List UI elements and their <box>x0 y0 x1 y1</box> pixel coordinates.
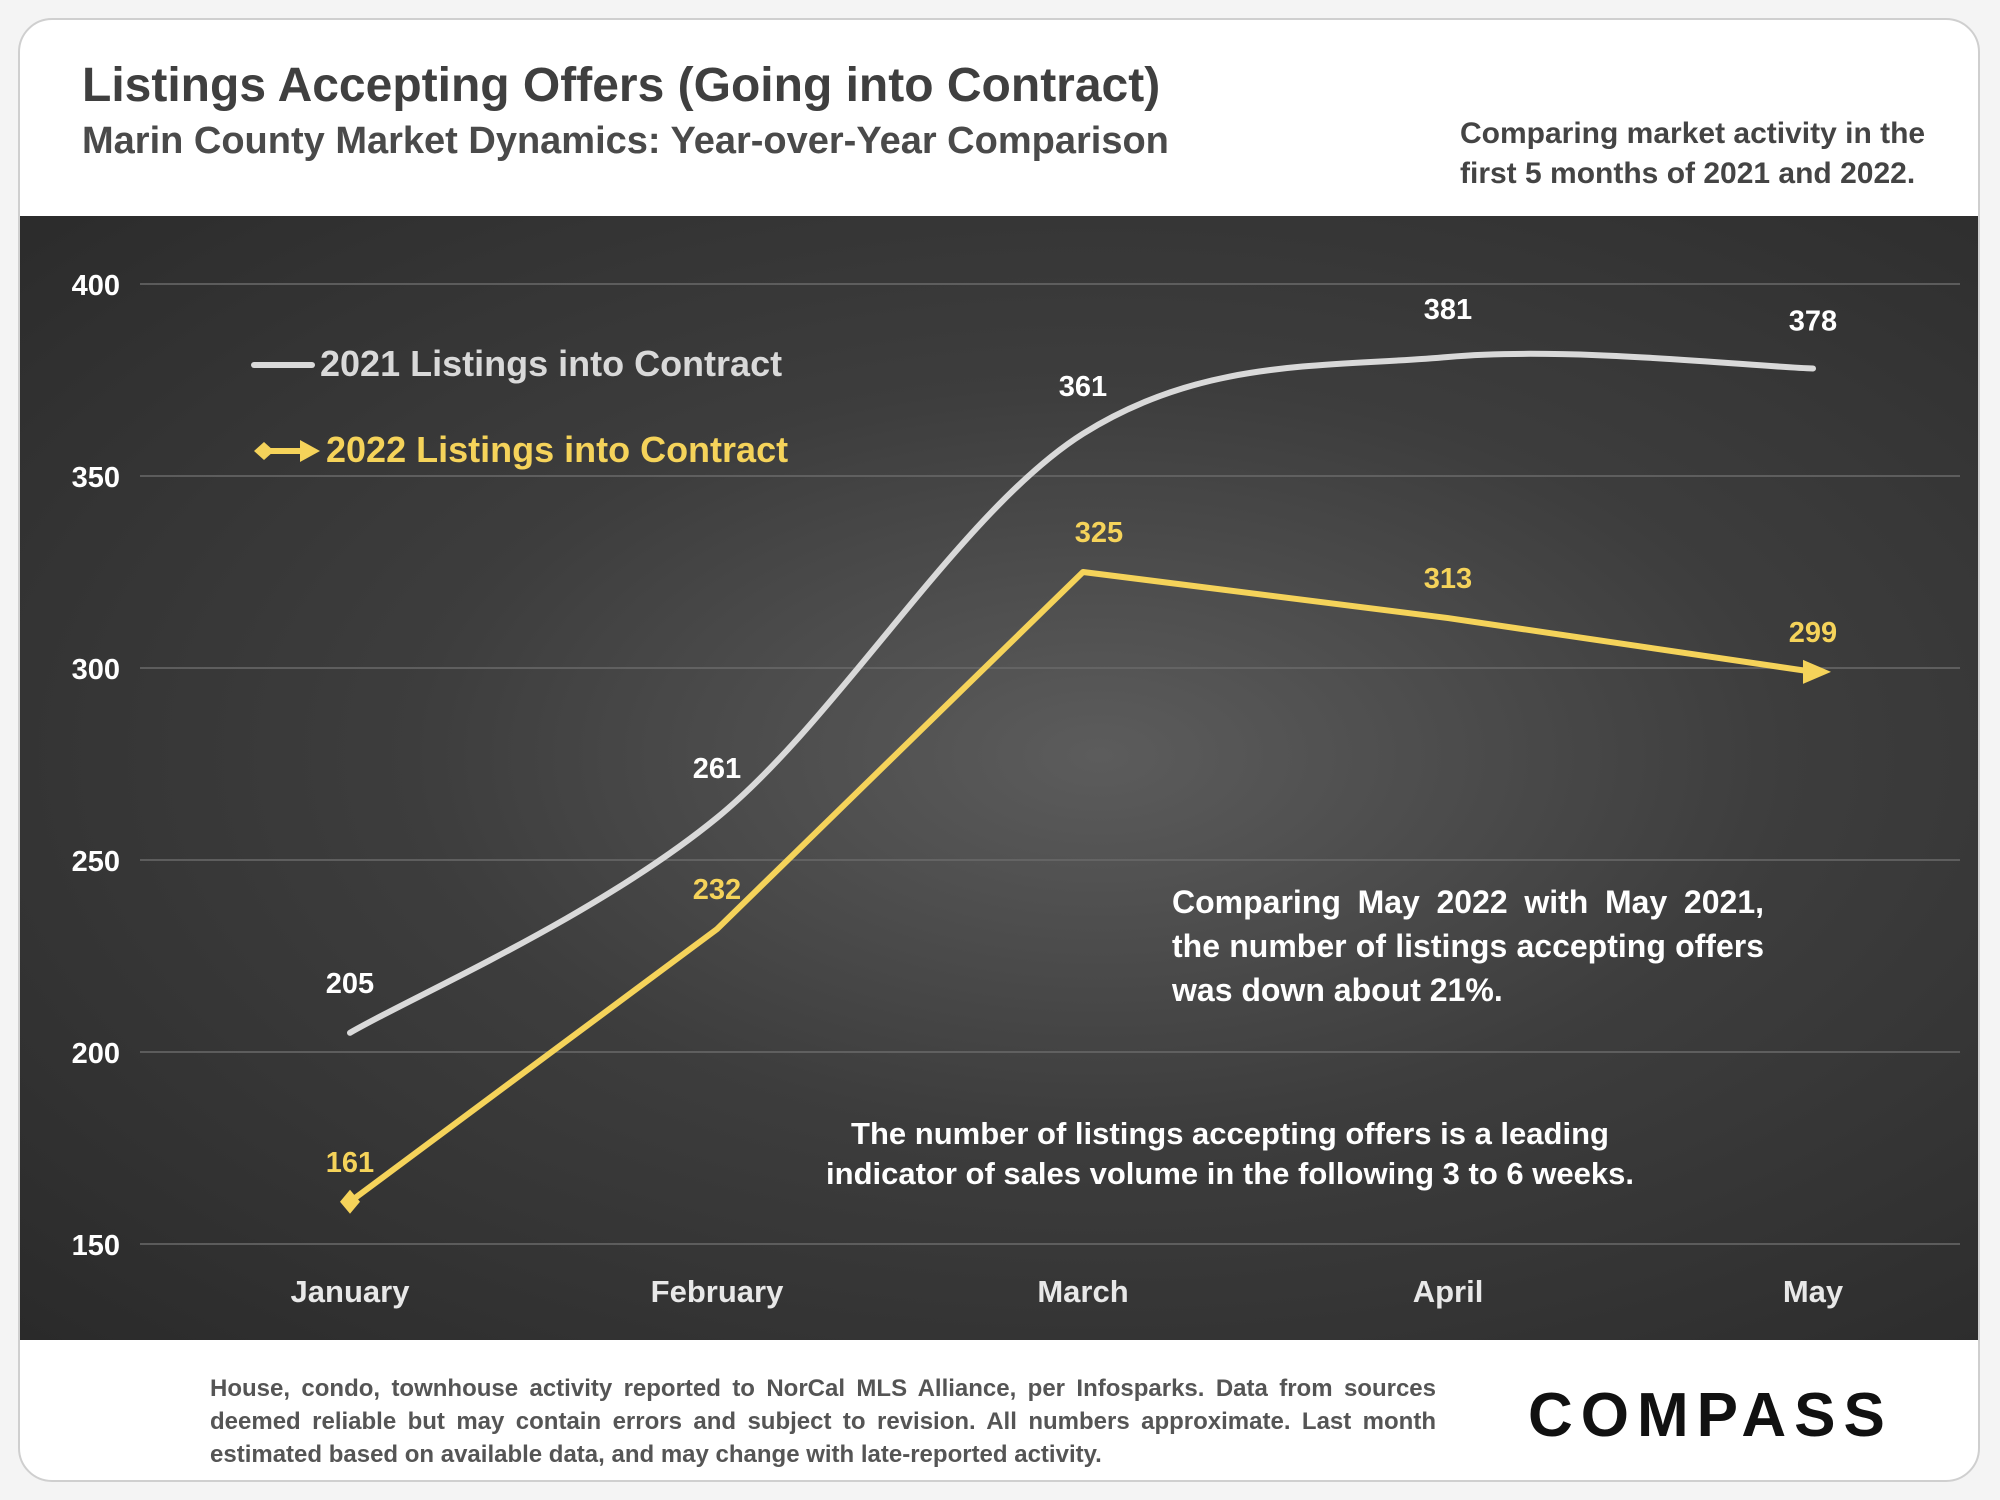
x-tick-label: February <box>651 1274 784 1309</box>
series-2021-line <box>347 350 1816 1036</box>
x-tick-label: April <box>1413 1274 1484 1309</box>
legend-2022-arrow <box>300 440 320 462</box>
annotation-leading-indicator: The number of listings accepting offers … <box>826 1116 1634 1191</box>
data-label-2021: 361 <box>1059 371 1107 403</box>
compass-logo: COMPASS <box>1528 1381 1893 1450</box>
data-label-2021: 378 <box>1789 305 1837 337</box>
data-label-2021: 261 <box>693 753 741 785</box>
series-2022-line <box>348 569 1814 1205</box>
data-label-2021: 205 <box>326 968 374 1000</box>
x-tick-label: May <box>1783 1274 1844 1309</box>
annotation-may-comparison: Comparing May 2022 with May 2021, the nu… <box>1172 884 1764 1008</box>
y-tick-label: 250 <box>72 846 120 878</box>
x-tick-label: January <box>291 1274 411 1309</box>
chart-title: Listings Accepting Offers (Going into Co… <box>82 59 1161 112</box>
y-tick-label: 200 <box>72 1038 120 1070</box>
data-label-2022: 325 <box>1075 517 1123 549</box>
y-tick-label: 300 <box>72 654 120 686</box>
line-chart: 400 350 300 250 200 150 January February March Ap… <box>72 270 1960 1309</box>
chart-subtitle: Marin County Market Dynamics: Year-over-… <box>82 120 1169 162</box>
y-tick-label: 350 <box>72 462 120 494</box>
footer-disclaimer: House, condo, townhouse activity reporte… <box>210 1375 1436 1468</box>
chart-card: Listings Accepting Offers (Going into Co… <box>18 18 1980 1482</box>
series-2022-start-marker <box>340 1189 360 1214</box>
data-label-2022: 299 <box>1789 617 1837 649</box>
comparison-note: Comparing market activity in the first 5… <box>1460 117 1926 190</box>
x-tick-label: March <box>1037 1274 1128 1309</box>
data-label-2022: 232 <box>693 874 741 906</box>
legend-2021-label: 2021 Listings into Contract <box>320 343 782 384</box>
data-label-2022: 313 <box>1424 563 1472 595</box>
legend-2022-label: 2022 Listings into Contract <box>326 429 788 470</box>
data-label-2021: 381 <box>1424 294 1472 326</box>
y-tick-label: 400 <box>72 270 120 302</box>
series-2022-end-arrow <box>1803 659 1831 684</box>
plot-area: 400 350 300 250 200 150 January February March Ap… <box>20 216 1978 1340</box>
y-tick-label: 150 <box>72 1230 120 1262</box>
data-label-2022: 161 <box>326 1147 374 1179</box>
legend-2022-diamond <box>254 442 274 460</box>
